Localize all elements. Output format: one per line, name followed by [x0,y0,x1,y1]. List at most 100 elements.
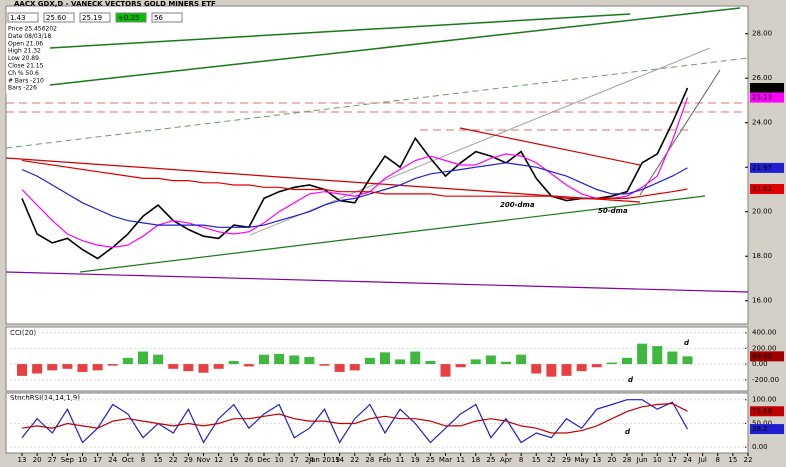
x-tick-label: 20 [607,456,616,464]
x-tick-label: 10 [653,456,662,464]
bar [319,364,330,366]
x-tick-label: 29 [562,456,571,464]
bar [122,357,133,365]
bar [516,354,527,365]
bar [637,343,648,365]
bar [546,364,557,377]
bar [455,364,466,368]
bar [410,351,421,365]
x-tick-label: 12 [214,456,223,464]
y-tick-label: 0.00 [752,443,768,451]
bar [228,360,239,365]
cci-panel [5,326,749,392]
bar [425,360,436,365]
toolbar-field [115,12,147,23]
x-tick-label: 28 [623,456,632,464]
toolbar-value: 1.43 [10,14,26,22]
x-tick-label: 11 [456,456,465,464]
x-tick-label: 19 [229,456,238,464]
bar [606,362,617,365]
x-tick-label: 18 [471,456,480,464]
y-tick-label: 18.00 [752,252,772,260]
x-tick-label: 22 [169,456,178,464]
series-line [21,97,689,248]
y-tick-label: 26.00 [752,74,772,82]
toolbar-value: +0.25 [118,14,139,22]
resistance-line [459,127,641,166]
last-value-box [750,92,784,103]
x-tick-label: 22 [547,456,556,464]
x-tick-label: 29 [184,456,193,464]
x-tick-label: 27 [48,456,57,464]
x-tick-label: Jun [636,456,648,464]
x-tick-label: 26 [244,456,253,464]
last-value-label: 99.02 [752,352,772,360]
price-panel [5,5,749,325]
x-tick-label: 22 [350,456,359,464]
x-tick-label: 8 [141,456,145,464]
y-tick-label: 400.00 [752,329,777,337]
x-tick-label: Apr [500,456,512,464]
chart-title: AACX GDX,D - VANECK VECTORS GOLD MINERS … [14,0,216,8]
series-line [21,399,689,444]
toolbar-value: 25.60 [46,14,66,22]
x-tick-label: 19 [411,456,420,464]
x-tick-label: 17 [93,456,102,464]
y-tick-label: 20.00 [752,208,772,216]
annotation: d [625,428,631,436]
last-value-label: 21.97 [752,164,772,172]
info-line: Ch % 50.6 [8,70,39,77]
x-tick-label: 8 [716,456,720,464]
bar [576,364,587,372]
toolbar: 1.43 25.60 25.19 +0.25 56 [7,12,183,23]
y-tick-label: 200.00 [752,344,777,352]
bar [168,364,179,369]
bar [198,364,209,373]
bar [591,364,602,368]
last-value-label: 25.13 [752,94,772,102]
trend-line [639,69,721,196]
x-tick-label: Oct [122,456,134,464]
toolbar-field [43,12,75,23]
last-value-box [750,162,784,173]
bar [243,364,254,367]
bar [32,364,43,374]
x-tick-label: Feb [379,456,392,464]
bar [485,355,496,365]
resistance-line [5,157,641,203]
annotation: d [628,376,634,384]
last-value-label: 25.56 [752,84,773,92]
series-line [21,402,688,434]
info-line: Price 25.456202 [8,26,57,33]
x-tick-label: 25 [486,456,495,464]
support-line [5,271,749,293]
x-tick-label: 24 [305,456,314,464]
info-line: Close 21.15 [8,63,44,70]
x-tick-label: 24 [108,456,117,464]
toolbar-field [151,12,183,23]
bar [622,357,632,365]
bar [138,351,148,365]
bar [380,352,390,365]
x-tick-label: 14 [335,456,344,464]
panel-title: StochRSI(14,14,1,9) [10,394,80,402]
info-line: Bars -226 [8,85,37,92]
bar [531,364,542,374]
y-tick-label: 24.00 [752,119,772,127]
y-tick-label: 0.00 [752,360,768,368]
series-line [21,87,689,260]
info-bg [6,24,46,94]
x-tick-label: 11 [396,456,405,464]
y-tick-label: 100.00 [752,396,777,404]
x-tick-label: May [574,456,588,464]
bar [153,354,164,365]
bar [92,364,103,371]
x-tick-label: 13 [18,456,27,464]
last-value-label: 21.02 [752,185,772,193]
series-line [21,159,688,199]
annotation: d [684,339,690,347]
last-value-label: 38.2 [752,425,768,433]
x-tick-label: 15 [154,456,163,464]
last-value-box [750,424,784,435]
x-tick-label: Nov [197,456,211,464]
